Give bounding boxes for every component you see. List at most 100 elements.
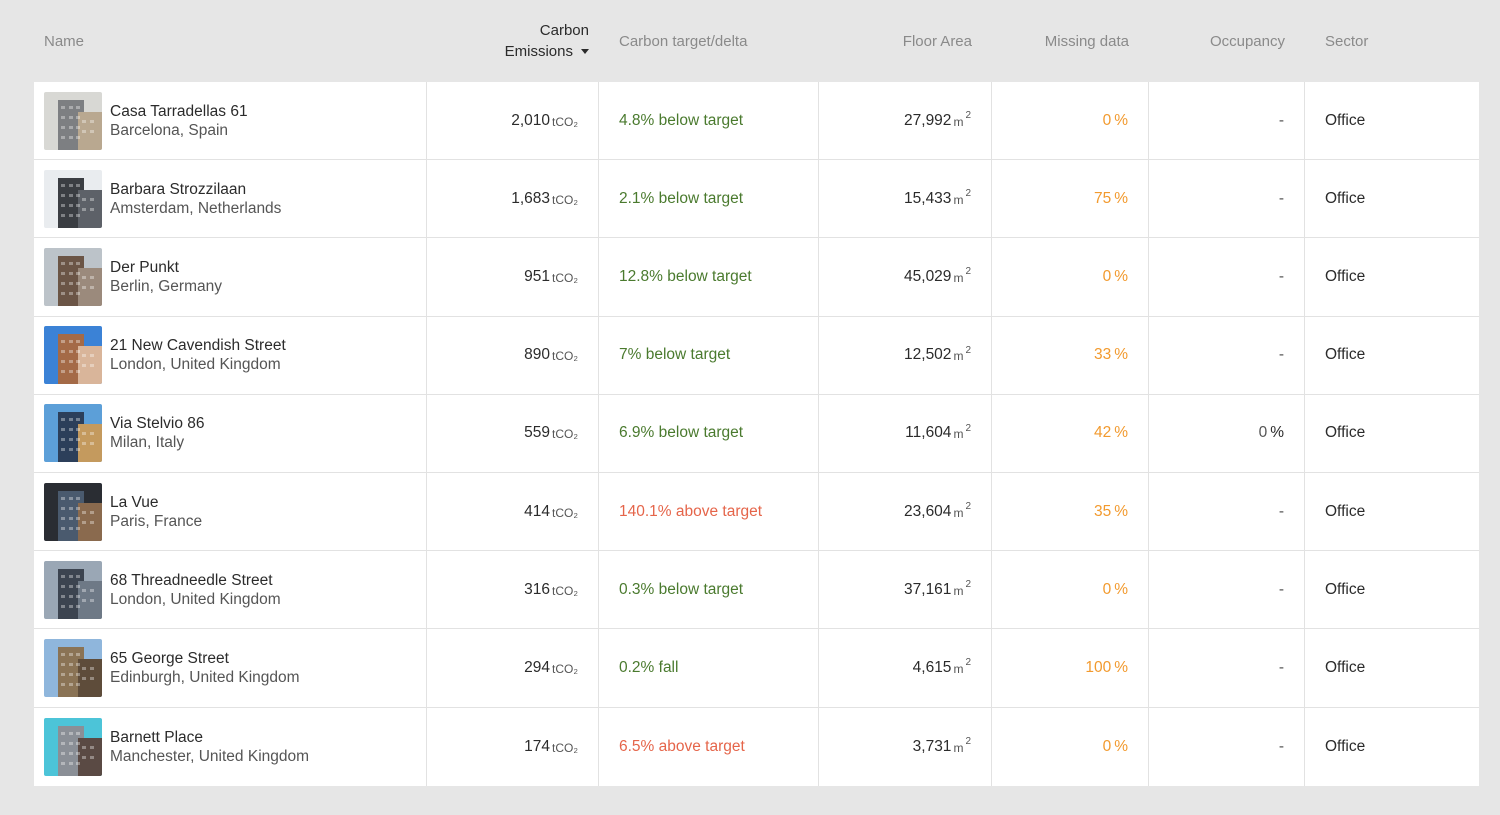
carbon-unit: tCO₂ [552, 114, 578, 129]
cell-name[interactable]: Barbara Strozzilaan Amsterdam, Netherlan… [34, 160, 427, 238]
carbon-value: 316 [524, 580, 550, 598]
cell-name[interactable]: 68 Threadneedle Street London, United Ki… [34, 551, 427, 629]
cell-name[interactable]: Barnett Place Manchester, United Kingdom [34, 707, 427, 786]
column-header-floor-area[interactable]: Floor Area [902, 32, 972, 50]
cell-carbon-emissions: 951 tCO₂ [427, 238, 599, 316]
carbon-value: 951 [524, 267, 550, 285]
cell-carbon-target: 4.8% below target [599, 82, 819, 160]
building-thumbnail [44, 247, 102, 306]
column-header-carbon-emissions[interactable]: Carbon Emissions [427, 20, 599, 62]
cell-occupancy: 0% [1149, 394, 1305, 472]
area-unit-exponent: 2 [965, 579, 971, 591]
cell-sector: Office [1305, 551, 1479, 628]
cell-floor-area: 4,615 m 2 [819, 629, 992, 707]
column-header-carbon-target[interactable]: Carbon target/delta [619, 32, 748, 50]
building-name[interactable]: Casa Tarradellas 61 [110, 102, 248, 120]
missing-data-value: 35 [1093, 502, 1112, 520]
cell-name[interactable]: 21 New Cavendish Street London, United K… [34, 316, 427, 394]
sort-descending-icon[interactable] [581, 48, 589, 54]
building-name[interactable]: 68 Threadneedle Street [110, 571, 273, 589]
area-unit-exponent: 2 [965, 266, 971, 278]
carbon-unit: tCO₂ [552, 583, 578, 598]
column-header-sector[interactable]: Sector [1325, 32, 1369, 50]
missing-data-percent: % [1114, 346, 1128, 364]
sector-value: Office [1325, 346, 1366, 364]
cell-name[interactable]: Casa Tarradellas 61 Barcelona, Spain [34, 82, 427, 160]
carbon-value: 414 [524, 502, 550, 520]
cell-occupancy: - [1149, 82, 1305, 160]
cell-occupancy: - [1149, 472, 1305, 551]
cell-name[interactable]: La Vue Paris, France [34, 472, 427, 551]
occupancy-value: - [1278, 737, 1284, 755]
building-info: Der Punkt Berlin, Germany [110, 258, 222, 296]
cell-name[interactable]: Der Punkt Berlin, Germany [34, 238, 427, 316]
column-header-occupancy[interactable]: Occupancy [1209, 32, 1285, 50]
cell-floor-area: 12,502 m 2 [819, 316, 992, 394]
building-name[interactable]: Der Punkt [110, 258, 179, 276]
carbon-value: 890 [524, 346, 550, 364]
cell-name[interactable]: Via Stelvio 86 Milan, Italy [34, 394, 427, 472]
cell-carbon-emissions: 559 tCO₂ [427, 394, 599, 472]
area-unit: m [953, 427, 964, 442]
area-unit: m [953, 270, 964, 285]
column-header-missing-data[interactable]: Missing data [1044, 32, 1129, 50]
missing-data-percent: % [1114, 580, 1128, 598]
area-unit: m [953, 505, 964, 520]
missing-data-percent: % [1114, 737, 1128, 755]
cell-floor-area: 23,604 m 2 [819, 472, 992, 551]
cell-carbon-target: 12.8% below target [599, 238, 819, 316]
table-row[interactable]: Casa Tarradellas 61 Barcelona, Spain 2,0… [34, 82, 1479, 161]
table-row[interactable]: Barnett Place Manchester, United Kingdom… [34, 707, 1479, 786]
building-location: London, United Kingdom [110, 356, 281, 374]
target-delta: 6.9% below target [619, 424, 744, 442]
cell-occupancy: - [1149, 707, 1305, 786]
building-name[interactable]: La Vue [110, 493, 159, 511]
target-delta: 6.5% above target [619, 737, 745, 755]
cell-name[interactable]: 65 George Street Edinburgh, United Kingd… [34, 629, 427, 707]
carbon-value: 559 [524, 424, 550, 442]
area-unit-exponent: 2 [965, 188, 971, 200]
table-row[interactable]: 21 New Cavendish Street London, United K… [34, 316, 1479, 395]
carbon-unit: tCO₂ [552, 427, 578, 442]
cell-sector: Office [1305, 317, 1479, 394]
building-thumbnail [44, 560, 102, 619]
target-delta: 0.2% fall [619, 658, 679, 676]
cell-carbon-target: 2.1% below target [599, 160, 819, 238]
sector-value: Office [1325, 267, 1366, 285]
cell-missing-data: 0% [992, 238, 1149, 316]
cell-sector: Office [1305, 708, 1479, 786]
carbon-value: 1,683 [511, 189, 550, 207]
table-header: Name Carbon Emissions Carbon target/delt… [34, 0, 1479, 82]
column-header-carbon-line1: Carbon [539, 22, 589, 39]
table-row[interactable]: 68 Threadneedle Street London, United Ki… [34, 551, 1479, 630]
column-header-name[interactable]: Name [44, 32, 85, 50]
target-delta: 12.8% below target [619, 267, 752, 285]
missing-data-percent: % [1114, 502, 1128, 520]
missing-data-value: 0 [1102, 267, 1112, 285]
cell-occupancy: - [1149, 238, 1305, 316]
building-name[interactable]: 65 George Street [110, 649, 229, 667]
occupancy-value: - [1278, 267, 1284, 285]
building-name[interactable]: Via Stelvio 86 [110, 415, 205, 433]
buildings-table: Name Carbon Emissions Carbon target/delt… [34, 0, 1479, 786]
table-row[interactable]: 65 George Street Edinburgh, United Kingd… [34, 629, 1479, 708]
building-thumbnail [44, 717, 102, 776]
carbon-value: 174 [524, 737, 550, 755]
table-row[interactable]: Barbara Strozzilaan Amsterdam, Netherlan… [34, 160, 1479, 239]
table-row[interactable]: Der Punkt Berlin, Germany 951 tCO₂ 12.8% … [34, 238, 1479, 317]
cell-carbon-emissions: 1,683 tCO₂ [427, 160, 599, 238]
floor-area-value: 37,161 [904, 580, 952, 598]
cell-floor-area: 37,161 m 2 [819, 551, 992, 629]
building-name[interactable]: Barbara Strozzilaan [110, 180, 247, 198]
cell-occupancy: - [1149, 316, 1305, 394]
cell-carbon-target: 140.1% above target [599, 472, 819, 551]
carbon-value: 2,010 [511, 111, 550, 129]
table-row[interactable]: La Vue Paris, France 414 tCO₂ 140.1% abov… [34, 472, 1479, 552]
building-name[interactable]: Barnett Place [110, 728, 204, 746]
table-row[interactable]: Via Stelvio 86 Milan, Italy 559 tCO₂ 6.9%… [34, 394, 1479, 473]
occupancy-value: - [1278, 346, 1284, 364]
area-unit: m [953, 583, 964, 598]
building-name[interactable]: 21 New Cavendish Street [110, 337, 286, 355]
target-delta: 0.3% below target [619, 580, 744, 598]
missing-data-percent: % [1114, 111, 1128, 129]
